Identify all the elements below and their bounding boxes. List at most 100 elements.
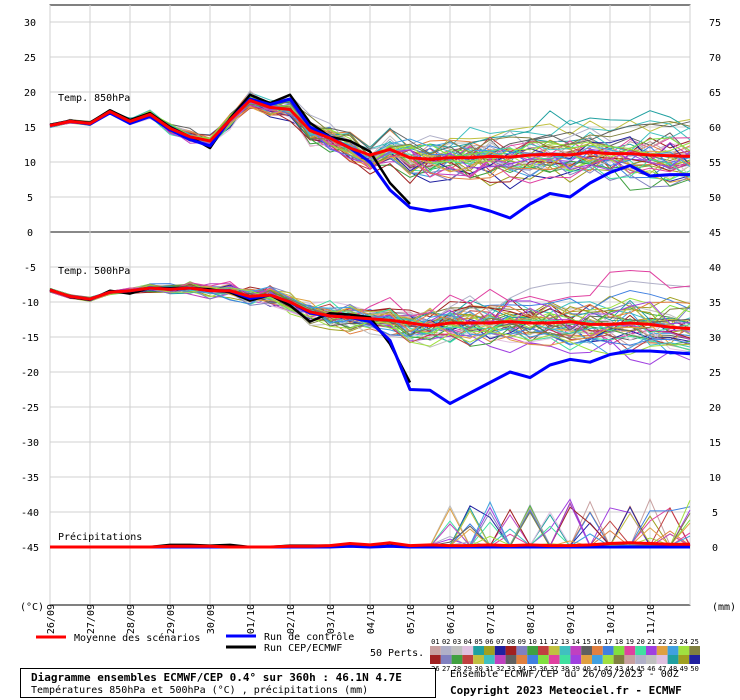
- right-tick-label: 55: [709, 158, 721, 169]
- x-tick-label: 29/09: [166, 604, 177, 634]
- pert-number: 11: [539, 638, 547, 646]
- pert-swatch: [667, 655, 679, 664]
- pert-number: 47: [658, 665, 666, 673]
- pert-number: 38: [561, 665, 569, 673]
- pert-number: 08: [507, 638, 515, 646]
- pert-swatch: [494, 655, 506, 664]
- left-tick-label: -20: [21, 368, 39, 379]
- perturbation-line: [49, 283, 691, 327]
- right-tick-label: 40: [709, 263, 721, 274]
- left-axis-ticks: 30 25 20 15 10 5 0 -5 -10 -15 -20 -25 -30 -35 -40 -45: [21, 18, 39, 554]
- pert-number: 40: [582, 665, 590, 673]
- pert-number: 39: [572, 665, 580, 673]
- pert-number: 19: [626, 638, 634, 646]
- pert-swatch: [548, 655, 560, 664]
- pert-swatch: [624, 646, 636, 655]
- pert-number: 33: [507, 665, 515, 673]
- pert-swatch: [570, 655, 582, 664]
- pert-number: 01: [431, 638, 439, 646]
- pert-number: 42: [604, 665, 612, 673]
- x-axis-ticks: 26/09 27/09 28/09 29/09 30/09 01/10 02/10 03/10…: [46, 604, 657, 634]
- left-tick-label: -40: [21, 508, 39, 519]
- left-tick-label: 30: [24, 18, 36, 29]
- pert-number: 36: [539, 665, 547, 673]
- panel-label-500: Temp. 500hPa: [58, 266, 130, 277]
- footer-title: Diagramme ensembles ECMWF/CEP 0.4° sur 3…: [31, 671, 402, 684]
- legend-ecmwf-label: Run CEP/ECMWF: [264, 643, 342, 654]
- pert-swatch: [635, 646, 646, 655]
- x-tick-label: 06/10: [446, 604, 457, 634]
- pert-swatch: [440, 655, 452, 664]
- right-tick-label: 15: [709, 438, 721, 449]
- footer-box: Diagramme ensembles ECMWF/CEP 0.4° sur 3…: [20, 668, 436, 698]
- left-axis-unit: (°C): [20, 602, 44, 613]
- pert-swatch: [678, 655, 690, 664]
- pert-swatch: [451, 655, 463, 664]
- right-tick-label: 60: [709, 123, 721, 134]
- pert-swatch: [527, 646, 538, 655]
- pert-swatch: [559, 655, 571, 664]
- right-tick-label: 25: [709, 368, 721, 379]
- pert-swatch: [516, 655, 528, 664]
- left-tick-label: -30: [21, 438, 39, 449]
- pert-swatch: [473, 655, 484, 664]
- pert-number: 09: [518, 638, 526, 646]
- pert-number: 25: [690, 638, 698, 646]
- pert-number: 41: [593, 665, 601, 673]
- pert-swatch: [494, 646, 506, 655]
- pert-number: 49: [680, 665, 688, 673]
- main-series-lines: [49, 93, 691, 549]
- left-tick-label: -35: [21, 473, 39, 484]
- right-axis-unit: (mm): [712, 602, 736, 613]
- pert-swatch: [689, 646, 700, 655]
- pert-swatch: [527, 655, 538, 664]
- left-tick-label: 0: [27, 228, 33, 239]
- pert-number: 45: [636, 665, 644, 673]
- right-tick-label: 0: [712, 543, 718, 554]
- x-tick-label: 27/09: [86, 604, 97, 634]
- right-tick-label: 65: [709, 88, 721, 99]
- pert-number: 14: [572, 638, 580, 646]
- pert-number: 13: [561, 638, 569, 646]
- left-tick-label: -5: [24, 263, 36, 274]
- right-tick-label: 45: [709, 228, 721, 239]
- series-line: [49, 98, 691, 161]
- left-tick-label: 20: [24, 88, 36, 99]
- pert-swatch: [602, 655, 614, 664]
- pert-number: 16: [593, 638, 601, 646]
- pert-swatch: [602, 646, 614, 655]
- right-tick-label: 20: [709, 403, 721, 414]
- footer-copyright: Copyright 2023 Meteociel.fr - ECMWF: [450, 684, 682, 697]
- x-tick-label: 11/10: [646, 604, 657, 634]
- pert-swatch: [656, 646, 668, 655]
- series-line: [50, 541, 690, 549]
- x-tick-label: 02/10: [286, 604, 297, 634]
- pert-swatch: [505, 646, 517, 655]
- x-tick-label: 01/10: [246, 604, 257, 634]
- pert-swatch: [484, 655, 495, 664]
- pert-number: 06: [485, 638, 493, 646]
- pert-swatch: [678, 646, 690, 655]
- pert-swatch: [451, 646, 463, 655]
- left-tick-label: -15: [21, 333, 39, 344]
- legend-control-label: Run de contrôle: [264, 631, 354, 643]
- pert-number: 27: [442, 665, 450, 673]
- pert-swatch: [430, 655, 441, 664]
- pert-number: 18: [615, 638, 623, 646]
- pert-swatch: [581, 655, 592, 664]
- pert-swatch: [559, 646, 571, 655]
- left-tick-label: 15: [24, 123, 36, 134]
- left-tick-label: -25: [21, 403, 39, 414]
- pert-number: 22: [658, 638, 666, 646]
- pert-swatch: [505, 655, 517, 664]
- left-tick-label: -10: [21, 298, 39, 309]
- perturbation-legend: 01 02 03 04 05 06 07 08 09 10 11 12 13 14 15 16 17 18 19 20…: [430, 638, 700, 673]
- pert-swatch: [440, 646, 452, 655]
- pert-swatch: [624, 655, 636, 664]
- pert-swatch: [581, 646, 592, 655]
- pert-number: 48: [669, 665, 677, 673]
- right-tick-label: 35: [709, 298, 721, 309]
- pert-number: 32: [496, 665, 504, 673]
